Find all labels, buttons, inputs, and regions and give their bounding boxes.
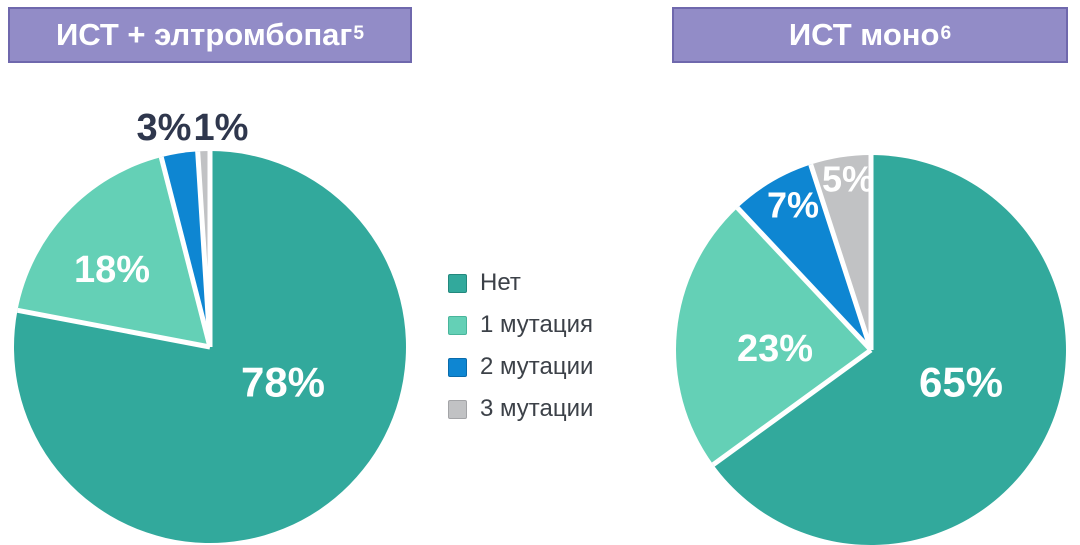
legend-label: 2 мутации — [480, 353, 594, 380]
legend-swatch — [448, 273, 467, 293]
pie-left-label-2: 18% — [74, 249, 150, 291]
pie-left-slice-2 — [17, 157, 211, 347]
pie-right-slice-3 — [737, 164, 871, 350]
pie-right-slice-separator — [711, 347, 873, 467]
legend-item-4: 3 мутации — [448, 395, 594, 422]
pie-right-slice-separator — [735, 206, 873, 352]
legend-label: Нет — [480, 269, 521, 296]
chart-title-right-text: ИСТ моно — [788, 17, 940, 52]
pie-left-slice-1 — [13, 151, 407, 543]
pie-right-label-1: 65% — [919, 359, 1003, 406]
legend-item-3: 2 мутации — [448, 353, 594, 380]
chart-title-right: ИСТ моно 6 — [672, 7, 1068, 63]
legend-item-2: 1 мутация — [448, 311, 594, 338]
legend-swatch — [448, 399, 467, 419]
pie-right-slice-1 — [713, 155, 1066, 545]
chart-title-left-text: ИСТ + элтромбопаг — [55, 17, 353, 52]
pie-left-label-4: 1% — [194, 107, 249, 149]
pie-left-slice-separator — [158, 156, 213, 348]
pie-right-slice-2 — [676, 207, 871, 465]
chart-title-left: ИСТ + элтромбопаг 5 — [8, 7, 412, 63]
pie-left-slice-separator — [17, 307, 211, 350]
legend-label: 1 мутация — [480, 311, 594, 338]
pie-right-label-2: 23% — [737, 328, 813, 370]
pie-right-slice-separator — [808, 163, 874, 351]
legend-item-1: Нет — [448, 269, 593, 296]
pie-right-label-4: 5% — [822, 159, 874, 200]
legend: Нет 1 мутация 2 мутации 3 мутации — [448, 269, 594, 438]
pie-right-label-3: 7% — [767, 185, 819, 226]
pie-left-label-3: 3% — [137, 107, 192, 149]
legend-swatch — [448, 357, 467, 377]
pie-left-slice-separator — [195, 151, 213, 348]
legend-swatch — [448, 315, 467, 335]
pie-left-label-1: 78% — [241, 359, 325, 406]
legend-label: 3 мутации — [480, 395, 594, 422]
